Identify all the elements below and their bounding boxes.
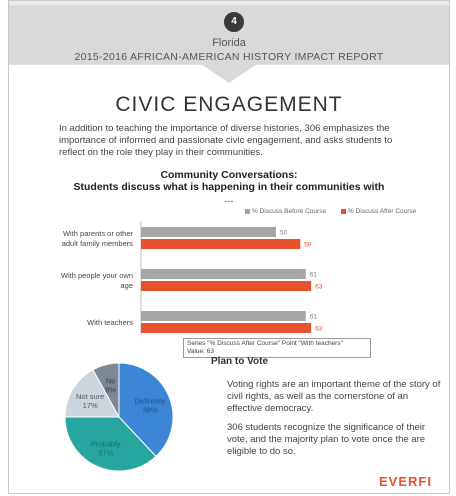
category-label: age	[120, 281, 133, 290]
chart-title: Community Conversations: Students discus…	[9, 169, 449, 205]
bar-value-label: 63	[315, 326, 323, 333]
tooltip-line2: Value: 63	[187, 348, 214, 355]
legend-label-before: % Discuss Before Course	[252, 208, 327, 215]
vote-paragraph-1: Voting rights are an important theme of …	[227, 379, 441, 414]
vote-title: Plan to Vote	[211, 356, 269, 367]
category-label: With parents or other	[63, 229, 134, 238]
pie-label: Probably	[91, 440, 121, 449]
chart-title-line: Community Conversations:	[160, 169, 298, 181]
category-label: With people your own	[61, 271, 133, 280]
pie-value-label: 37%	[98, 449, 113, 458]
everfi-logo: EVERFI	[379, 474, 432, 489]
pie-label: No	[106, 377, 116, 386]
top-strip	[9, 1, 449, 9]
legend-label-after: % Discuss After Course	[348, 208, 417, 215]
pie-slice-not-sure	[64, 368, 120, 418]
header-banner	[9, 5, 449, 83]
report-title: 2015-2016 AFRICAN-AMERICAN HISTORY IMPAC…	[74, 51, 384, 63]
pie-slice-definitely	[118, 362, 174, 458]
chart-subtitle-ellipsis: ...	[224, 193, 234, 205]
legend-swatch-after	[341, 208, 346, 214]
pie-label: Not sure	[76, 392, 104, 401]
bar-before	[141, 227, 276, 237]
pie-slice-probably	[64, 416, 157, 472]
bar-after	[141, 281, 312, 291]
legend-before: % Discuss Before Course	[245, 208, 326, 215]
bar-after	[141, 239, 301, 249]
legend-after: % Discuss After Course	[341, 208, 416, 215]
bar-value-label: 61	[310, 272, 318, 279]
chart-tooltip: Series "% Discuss After Course" Point "W…	[183, 338, 371, 358]
report-page: 4 Florida 2015-2016 AFRICAN-AMERICAN HIS…	[8, 0, 450, 494]
state-name: Florida	[212, 37, 246, 49]
bar-before	[141, 311, 306, 321]
page-number-badge: 4	[222, 10, 246, 34]
tooltip-line1: Series "% Discuss After Course" Point "W…	[187, 340, 343, 347]
pie-value-label: 8%	[105, 386, 116, 395]
pie-value-label: 17%	[83, 401, 98, 410]
bar-value-label: 50	[280, 230, 288, 237]
bar-before	[141, 269, 306, 279]
pie-label: Definitely	[135, 397, 166, 406]
legend-swatch-before	[245, 208, 250, 214]
bar-value-label: 61	[310, 314, 318, 321]
pie-value-label: 38%	[143, 406, 158, 415]
section-title: CIVIC ENGAGEMENT	[115, 93, 343, 116]
bar-after	[141, 323, 312, 333]
category-label: adult family members	[62, 239, 134, 248]
bar-value-label: 63	[315, 284, 323, 291]
category-label: With teachers	[87, 318, 133, 327]
intro-paragraph: In addition to teaching the importance o…	[59, 123, 393, 158]
bar-value-label: 59	[304, 242, 312, 249]
chart-subtitle: Students discuss what is happening in th…	[73, 181, 385, 193]
vote-paragraph-2: 306 students recognize the significance …	[227, 422, 426, 457]
pie-slice-no	[92, 362, 120, 418]
